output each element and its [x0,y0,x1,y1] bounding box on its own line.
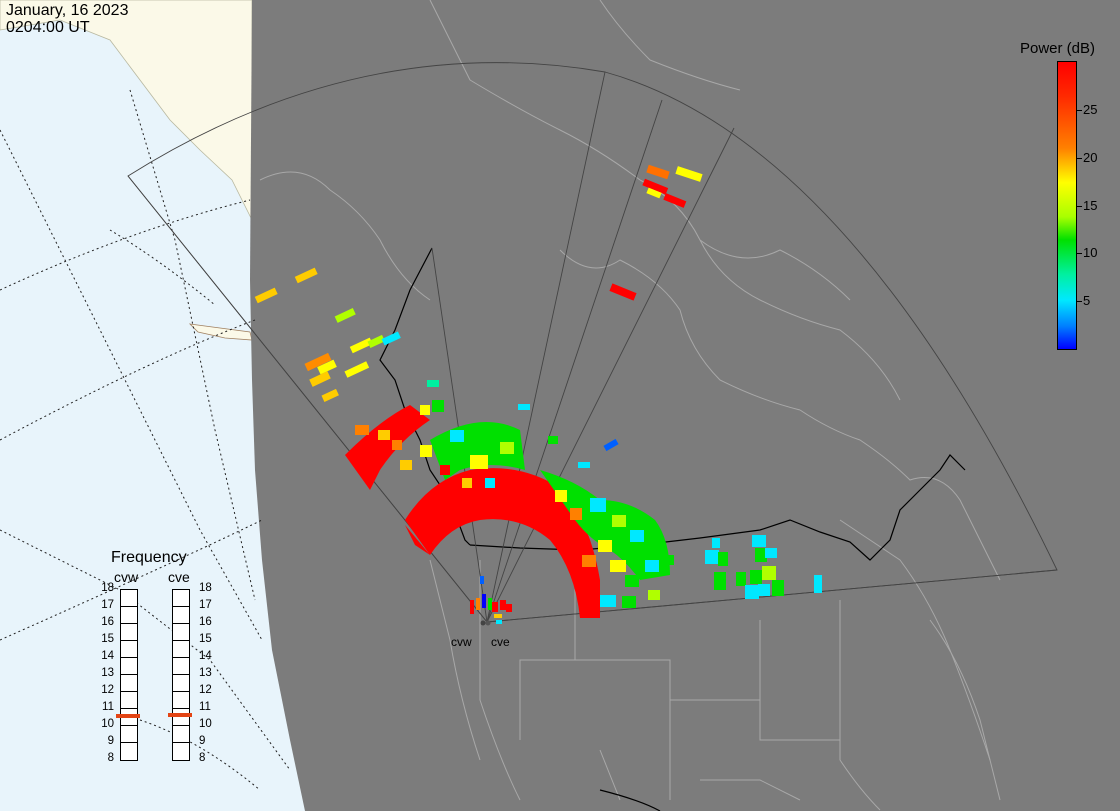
frequency-ladder-cell [173,624,189,641]
radar-site-cve-marker [485,620,491,626]
frequency-scale-label-right: 15 [199,633,212,645]
frequency-ladder-cvw [120,589,138,761]
aleutian-island [188,323,253,341]
frequency-ladder-cell [173,726,189,743]
radar-site-cve-label: cve [491,635,510,649]
frequency-ladder-cell [173,692,189,709]
frequency-ladder-cell [121,658,137,675]
frequency-ladder-cell [173,607,189,624]
frequency-ladder-cell [121,709,137,726]
frequency-ladder-cell [121,743,137,759]
frequency-panel-title: Frequency [111,549,187,566]
frequency-scale-label-left: 12 [101,684,114,696]
colorbar-tick-label: 15 [1083,197,1098,213]
frequency-scale-label-right: 16 [199,616,212,628]
frequency-scale-label-left: 18 [101,582,114,594]
frequency-ladder-cell [121,675,137,692]
frequency-scale-label-left: 14 [101,650,114,662]
frequency-column-cvw-label: cvw [114,569,139,585]
frequency-ladder-cve [172,589,190,761]
frequency-scale-label-left: 9 [107,735,114,747]
backscatter-east [648,535,822,600]
frequency-ladder-cell [121,641,137,658]
colorbar-tick-mark [1076,157,1082,159]
frequency-marker-cvw [116,714,140,718]
colorbar-tick-label: 20 [1083,149,1098,165]
frequency-scale-label-right: 9 [199,735,206,747]
backscatter-near-range [470,576,512,624]
radar-site-cvw-marker [480,620,486,626]
colorbar-tick-mark [1076,109,1082,111]
frequency-scale-label-left: 15 [101,633,114,645]
timestamp-date: January, 16 2023 [6,2,129,19]
frequency-scale-label-left: 13 [101,667,114,679]
colorbar-tick-mark [1076,205,1082,207]
frequency-column-cve-label: cve [168,569,190,585]
backscatter-green-band [420,404,670,608]
frequency-scale-label-left: 8 [107,752,114,764]
frequency-ladder-cell [121,624,137,641]
geographic-boundaries [259,0,1001,811]
frequency-ladder-cell [173,675,189,692]
colorbar-gradient [1057,61,1077,350]
frequency-ladder-cell [121,692,137,709]
frequency-ladder-cell [173,641,189,658]
frequency-ladder-cell [173,743,189,759]
backscatter-far-north [609,164,703,301]
frequency-scale-label-right: 11 [199,701,211,713]
backscatter-northwest [254,267,439,403]
radar-site-cvw-label: cvw [451,635,472,649]
frequency-scale-label-right: 10 [199,718,212,730]
frequency-scale-label-left: 10 [101,718,114,730]
field-of-view-outlines [127,62,1058,624]
frequency-scale-label-right: 17 [199,599,212,611]
colorbar-tick-mark [1076,301,1082,303]
frequency-scale-label-left: 11 [102,701,114,713]
frequency-ladder-cell [121,607,137,624]
frequency-ladder-cell [121,590,137,607]
frequency-ladder-cell [173,709,189,726]
colorbar-tick-label: 25 [1083,101,1098,117]
frequency-ladder-cell [121,726,137,743]
frequency-scale-label-right: 14 [199,650,212,662]
timestamp-time: 0204:00 UT [6,19,90,36]
frequency-scale-label-left: 17 [101,599,114,611]
frequency-ladder-cell [173,658,189,675]
frequency-scale-label-right: 8 [199,752,206,764]
frequency-marker-cve [168,713,192,717]
frequency-scale-label-right: 12 [199,684,212,696]
backscatter-main-arc [345,400,600,618]
frequency-scale-label-right: 13 [199,667,212,679]
colorbar-title: Power (dB) [1020,40,1096,57]
frequency-scale-label-left: 16 [101,616,114,628]
colorbar-tick-label: 5 [1083,293,1091,309]
colorbar-tick-mark [1076,253,1082,255]
graticule [0,89,291,791]
colorbar-tick-label: 10 [1083,245,1098,261]
frequency-scale-label-right: 18 [199,582,212,594]
frequency-ladder-cell [173,590,189,607]
radar-site-markers [480,620,491,626]
gray-data-region [250,0,1120,811]
